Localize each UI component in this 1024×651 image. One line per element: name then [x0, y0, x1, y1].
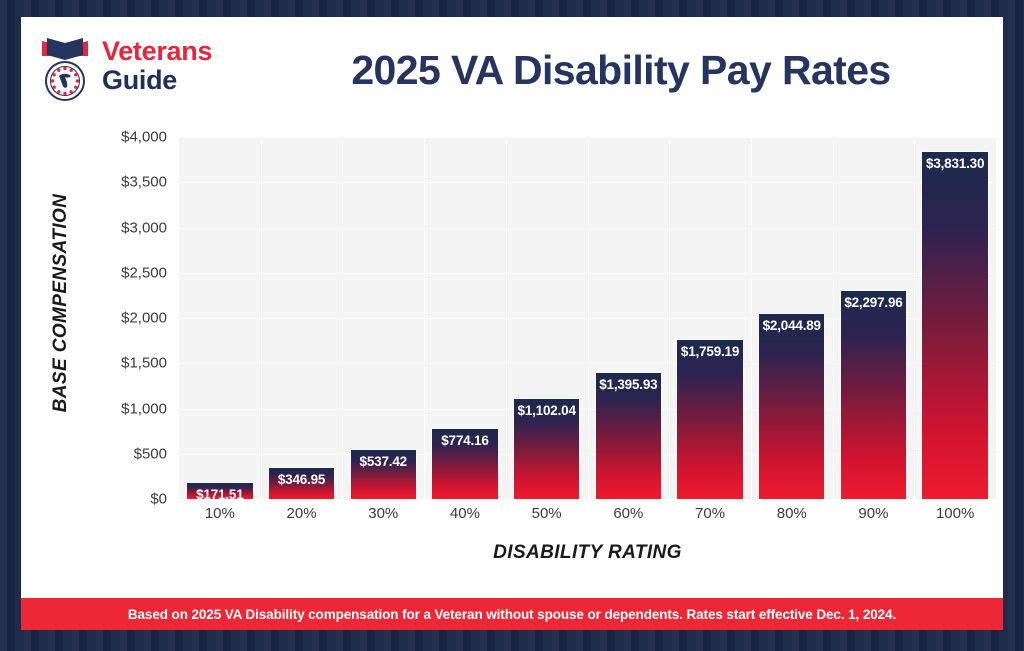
bar-value-label: $1,395.93 — [599, 376, 658, 392]
bar-group: $1,395.93 — [595, 137, 662, 499]
gridline-vertical — [424, 137, 426, 499]
brand-name-line2: Guide — [102, 65, 178, 95]
y-axis-title: BASE COMPENSATION — [50, 193, 71, 413]
footer-note: Based on 2025 VA Disability compensation… — [127, 606, 897, 622]
y-axis-tick: $1,000 — [121, 400, 167, 417]
y-axis-tick: $1,500 — [121, 354, 167, 372]
bar-value-label: $2,297.96 — [844, 295, 903, 311]
gridline-horizontal — [179, 499, 996, 500]
bar[interactable] — [922, 152, 988, 499]
brand-wordmark: Veterans Guide — [102, 38, 212, 94]
gridline-vertical — [832, 137, 834, 499]
bar-group: $1,759.19 — [677, 137, 743, 499]
chart: BASE COMPENSATION $0 $500 $1,000 $1,500 $2,0… — [21, 117, 1003, 587]
x-axis-tick: 80% — [776, 505, 807, 522]
bar[interactable] — [677, 339, 743, 499]
y-axis-tick: $3,000 — [121, 219, 167, 236]
bar[interactable] — [187, 483, 253, 499]
x-axis-tick: 60% — [613, 505, 644, 522]
y-axis-tick: $2,000 — [121, 309, 167, 327]
bar-group: $774.16 — [432, 137, 498, 499]
brand-logo[interactable]: Veterans Guide — [37, 29, 212, 103]
bar[interactable] — [268, 467, 335, 499]
header: Veterans Guide 2025 VA Disability Pay Ra… — [21, 17, 1003, 122]
brand-name-line1: Veterans — [102, 36, 213, 66]
bar-value-label: $2,044.89 — [762, 317, 821, 333]
footer-banner: Based on 2025 VA Disability compensation… — [21, 598, 1003, 630]
bar-group: $171.51 — [187, 137, 253, 503]
x-axis-tick-labels: 10% 20% 30% 40% 50% 60% 70% 80% 90% 100% — [179, 505, 996, 533]
x-axis-tick: 40% — [449, 505, 480, 522]
bar[interactable] — [432, 428, 498, 499]
bar[interactable] — [595, 372, 662, 499]
x-axis-tick: 30% — [368, 505, 399, 522]
gridline-vertical — [914, 137, 916, 499]
bar-group: $537.42 — [350, 137, 416, 499]
y-axis-tick: $0 — [150, 490, 167, 508]
bar-value-label: $1,102.04 — [517, 403, 576, 419]
gridline-vertical — [750, 137, 752, 499]
open-book-seal-logo-icon — [42, 38, 88, 101]
gridline-vertical — [587, 137, 589, 499]
x-axis-tick: 10% — [204, 505, 235, 522]
y-axis-tick: $2,500 — [121, 264, 167, 282]
y-axis-tick: $4,000 — [121, 128, 167, 146]
bar-group: $346.95 — [268, 137, 335, 499]
bar-value-label: $3,831.30 — [926, 156, 985, 172]
x-axis-tick: 20% — [286, 505, 317, 522]
bar-value-label: $774.16 — [441, 432, 489, 448]
gridline-vertical — [260, 137, 262, 499]
bar[interactable] — [513, 399, 580, 499]
y-axis-tick-labels: $0 $500 $1,000 $1,500 $2,000 $2,500 $3,000 $3,5… — [81, 129, 173, 508]
bar-series: $171.51 $346.95 $537.42 $774.16 $1,102.04 $1,… — [179, 137, 996, 503]
x-axis-tick: 90% — [858, 505, 889, 522]
bar-value-label: $171.51 — [196, 487, 244, 503]
page-title: 2025 VA Disability Pay Rates — [351, 47, 891, 93]
bar-group: $1,102.04 — [513, 137, 580, 499]
bar-value-label: $346.95 — [277, 471, 326, 487]
plot-area: $171.51 $346.95 $537.42 $774.16 $1,102.04 $1,… — [179, 137, 996, 503]
bar[interactable] — [759, 313, 825, 499]
gridline-vertical — [669, 137, 671, 499]
gridline-vertical — [505, 137, 507, 499]
gridline-vertical — [342, 137, 344, 499]
bar-group: $3,831.30 — [922, 137, 988, 499]
bar-group: $2,297.96 — [840, 137, 907, 499]
x-axis-title: DISABILITY RATING — [493, 542, 682, 563]
bar-group: $2,044.89 — [759, 137, 825, 499]
bar-value-label: $1,759.19 — [680, 343, 740, 359]
bar[interactable] — [840, 291, 907, 499]
x-axis-tick: 100% — [935, 505, 975, 522]
bar[interactable] — [350, 450, 416, 499]
y-axis-tick: $3,500 — [121, 173, 167, 191]
x-axis-tick: 70% — [695, 505, 726, 522]
x-axis-tick: 50% — [531, 505, 562, 522]
infographic-card: Veterans Guide 2025 VA Disability Pay Ra… — [21, 17, 1003, 630]
y-axis-tick: $500 — [133, 445, 167, 463]
bar-value-label: $537.42 — [359, 454, 408, 470]
